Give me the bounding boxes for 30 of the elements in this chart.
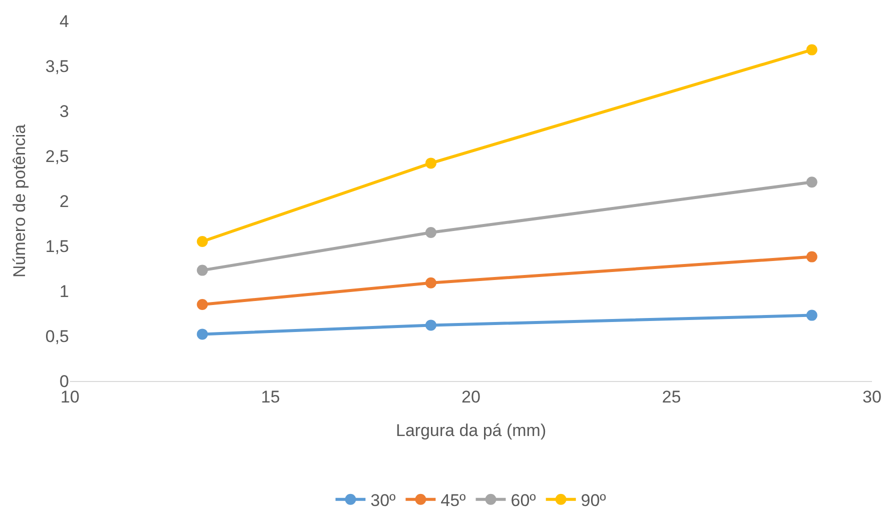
y-tick-label: 3 [60,102,69,121]
y-tick-label: 2,5 [45,146,69,166]
y-tick-label: 0,5 [45,326,69,346]
point [425,320,436,331]
legend-label: 30º [370,490,396,510]
y-tick-label: 4 [60,12,69,31]
point [196,264,208,276]
point [425,227,436,238]
point [425,277,436,288]
y-axis-title: Número de potência [10,124,29,278]
x-axis-title: Largura da pá (mm) [396,420,546,440]
point [806,251,818,262]
point [806,44,818,56]
point [196,299,208,310]
x-tick-label: 20 [462,387,480,406]
point [196,236,208,247]
legend-label: 90º [580,490,606,510]
x-tick-label: 25 [662,387,681,406]
point [196,328,208,340]
y-tick-label: 1 [60,282,69,301]
point [806,176,818,188]
legend-label: 60º [510,490,536,510]
y-tick-label: 3,5 [45,56,69,76]
point [425,158,436,169]
x-tick-label: 30 [862,387,882,406]
y-tick-label: 2 [60,192,69,211]
point [806,310,818,321]
x-tick-label: 15 [261,387,280,406]
y-tick-label: 1,5 [45,236,69,256]
legend-label: 45º [440,490,466,510]
